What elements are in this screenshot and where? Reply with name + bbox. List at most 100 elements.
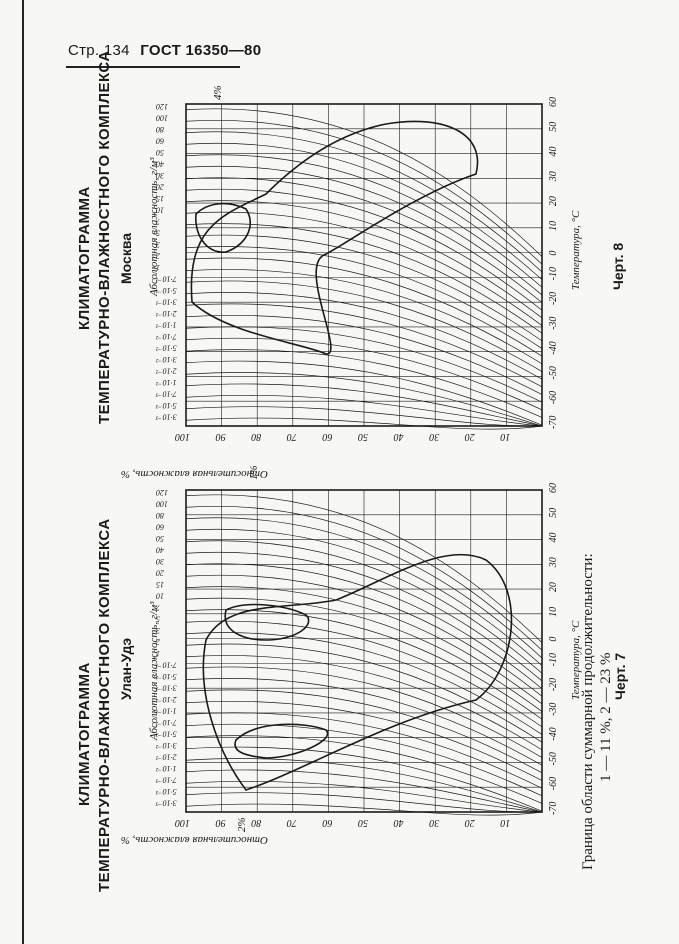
absolute-humidity-curve — [185, 643, 543, 743]
header-rule — [66, 66, 240, 68]
relative-humidity-tick: 90 — [216, 817, 226, 828]
absolute-humidity-tick: 5·10⁻² — [155, 729, 176, 738]
relative-humidity-tick: 60 — [322, 817, 332, 828]
absolute-humidity-tick: 3·10⁻¹ — [155, 297, 177, 306]
absolute-humidity-tick: 3·10⁻³ — [155, 412, 177, 421]
absolute-humidity-tick: 20 — [156, 568, 164, 577]
temperature-tick: -60 — [548, 391, 559, 404]
temperature-tick: -40 — [548, 727, 559, 740]
absolute-humidity-curve — [185, 372, 543, 427]
absolute-humidity-tick: 7 — [155, 603, 160, 612]
absolute-humidity-curve — [185, 337, 543, 411]
relative-humidity-tick: 80 — [251, 817, 261, 828]
absolute-humidity-curve — [185, 383, 543, 427]
absolute-humidity-tick: 2·10⁻² — [155, 366, 176, 375]
absolute-humidity-curve — [185, 177, 543, 303]
absolute-humidity-tick: 2·10⁻¹ — [155, 695, 176, 704]
absolute-humidity-curve — [185, 528, 543, 666]
absolute-humidity-tick: 3·10⁻² — [155, 355, 177, 364]
absolute-humidity-curve — [185, 360, 543, 426]
temperature-tick: -60 — [548, 777, 559, 790]
top-figure-label: Черт. 8 — [610, 242, 626, 290]
absolute-humidity-curve — [185, 154, 543, 288]
relative-humidity-tick: 70 — [287, 817, 297, 828]
temperature-tick: 30 — [548, 171, 559, 182]
absolute-humidity-curve — [185, 211, 543, 326]
temperature-tick: 40 — [548, 147, 559, 157]
relative-humidity-tick: 40 — [394, 431, 404, 442]
absolute-humidity-tick: 2 — [156, 637, 160, 646]
top-temperature-label: Температура, °С — [570, 210, 582, 290]
temperature-tick: -50 — [548, 752, 559, 765]
temperature-tick: -30 — [548, 317, 559, 330]
relative-humidity-tick: 50 — [358, 817, 368, 828]
relative-humidity-tick: 10 — [500, 817, 510, 828]
temperature-tick: 40 — [548, 533, 559, 543]
temperature-tick: -40 — [548, 341, 559, 354]
absolute-humidity-tick: 5 — [156, 614, 160, 623]
absolute-humidity-tick: 7·10⁻¹ — [155, 660, 176, 669]
absolute-humidity-tick: 7·10⁻² — [155, 718, 176, 727]
absolute-humidity-curve — [185, 188, 543, 311]
absolute-humidity-tick: 2·10⁻² — [155, 752, 176, 761]
absolute-humidity-curve — [185, 280, 543, 372]
temperature-tick: -20 — [548, 678, 559, 691]
legend-line2: 1 — 11 %, 2 — 23 % — [598, 652, 614, 782]
absolute-humidity-tick: 3·10⁻² — [155, 741, 177, 750]
absolute-humidity-curve — [185, 769, 543, 813]
absolute-humidity-tick: 50 — [156, 148, 164, 157]
relative-humidity-tick: 80 — [251, 431, 261, 442]
absolute-humidity-curve — [185, 417, 543, 430]
absolute-humidity-curve — [185, 551, 543, 682]
temperature-tick: -50 — [548, 366, 559, 379]
absolute-humidity-tick: 1 — [156, 649, 160, 658]
absolute-humidity-curve — [185, 494, 543, 643]
temperature-tick: -70 — [548, 802, 559, 815]
moscow-climatogram — [185, 103, 543, 430]
relative-humidity-tick: 20 — [465, 817, 475, 828]
absolute-humidity-tick: 2·10⁻¹ — [155, 309, 176, 318]
absolute-humidity-curve — [185, 632, 543, 735]
zone-boundary-1 — [190, 120, 479, 355]
absolute-humidity-tick: 100 — [156, 499, 168, 508]
absolute-humidity-curve — [185, 792, 543, 813]
absolute-humidity-tick: 5·10⁻³ — [155, 787, 176, 796]
absolute-humidity-tick: 7 — [155, 217, 160, 226]
absolute-humidity-curve — [185, 142, 543, 280]
absolute-humidity-curve — [185, 131, 543, 273]
absolute-humidity-curve — [185, 246, 543, 349]
temperature-tick: 30 — [548, 557, 559, 568]
standard-number: ГОСТ 16350—80 — [140, 42, 262, 59]
absolute-humidity-tick: 5·10⁻¹ — [155, 672, 176, 681]
relative-humidity-tick: 40 — [394, 817, 404, 828]
bottom-corner-label: 1% — [248, 465, 260, 480]
temperature-tick: -10 — [548, 267, 559, 280]
legend-line1: Граница области суммарной продолжительно… — [580, 553, 596, 870]
absolute-humidity-curve — [185, 689, 543, 774]
absolute-humidity-curve — [185, 303, 543, 388]
relative-humidity-tick: 20 — [465, 431, 475, 442]
top-city: Москва — [118, 232, 134, 284]
absolute-humidity-tick: 1·10⁻² — [155, 378, 176, 387]
temperature-tick: -70 — [548, 416, 559, 429]
temperature-tick: 10 — [548, 221, 559, 231]
relative-humidity-tick: 30 — [429, 431, 440, 442]
absolute-humidity-curve — [185, 349, 543, 418]
absolute-humidity-curve — [185, 574, 543, 697]
absolute-humidity-curve — [185, 678, 543, 766]
absolute-humidity-curve — [185, 723, 543, 797]
absolute-humidity-curve — [185, 108, 543, 257]
absolute-humidity-tick: 5·10⁻¹ — [155, 286, 176, 295]
absolute-humidity-curve — [185, 223, 543, 334]
absolute-humidity-tick: 120 — [156, 488, 168, 497]
absolute-humidity-tick: 3·10⁻³ — [155, 798, 177, 807]
absolute-humidity-tick: 1·10⁻¹ — [155, 706, 176, 715]
absolute-humidity-curve — [185, 700, 543, 781]
bottom-city: Улан-Удэ — [118, 637, 134, 700]
absolute-humidity-tick: 30 — [156, 557, 165, 566]
relative-humidity-tick: 100 — [175, 431, 190, 442]
absolute-humidity-curve — [185, 292, 543, 380]
absolute-humidity-tick: 7·10⁻³ — [155, 775, 176, 784]
absolute-humidity-curve — [185, 506, 543, 651]
absolute-humidity-tick: 1·10⁻² — [155, 764, 176, 773]
